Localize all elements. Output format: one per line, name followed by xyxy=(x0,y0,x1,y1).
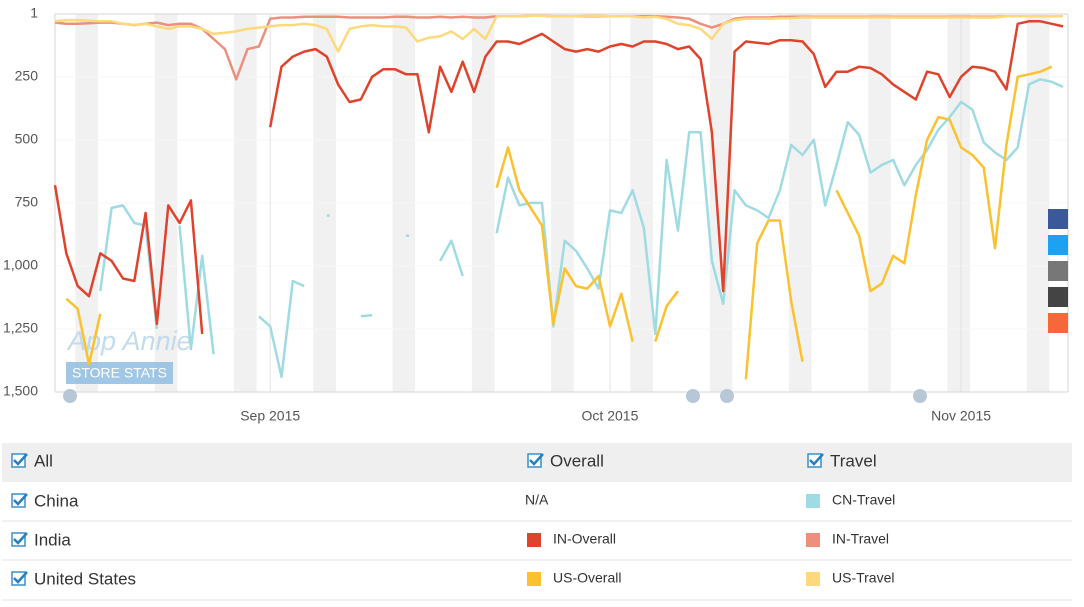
legend-label[interactable]: US-Travel xyxy=(832,570,895,586)
series-line xyxy=(99,78,1064,379)
checkbox-check[interactable] xyxy=(13,453,28,466)
watermark-badge xyxy=(66,362,173,384)
checkbox-box[interactable] xyxy=(11,453,26,468)
column-header: Travel xyxy=(830,451,877,470)
checkbox-check[interactable] xyxy=(13,493,28,506)
checkbox[interactable] xyxy=(11,493,28,508)
checkbox-box[interactable] xyxy=(11,493,26,508)
comment-icon[interactable] xyxy=(720,389,734,403)
checkbox[interactable] xyxy=(11,571,28,586)
legend-swatch[interactable] xyxy=(527,572,541,586)
checkbox-box[interactable] xyxy=(807,453,822,468)
share-icons xyxy=(1048,209,1068,333)
series-line xyxy=(65,65,1053,380)
checkbox-box[interactable] xyxy=(527,453,542,468)
checkbox[interactable] xyxy=(807,453,824,468)
checkbox-box[interactable] xyxy=(11,532,26,547)
checkbox-check[interactable] xyxy=(13,571,28,584)
row-label: China xyxy=(34,491,79,510)
checkbox-check[interactable] xyxy=(529,453,544,466)
y-tick-label: 1,250 xyxy=(3,320,38,336)
checkbox-check[interactable] xyxy=(13,532,28,545)
y-tick-label: 1,000 xyxy=(3,257,38,273)
legend-label[interactable]: IN-Overall xyxy=(553,531,616,547)
x-tick-label: Nov 2015 xyxy=(931,408,991,424)
checkbox-box[interactable] xyxy=(11,571,26,586)
comment-icon[interactable] xyxy=(63,389,77,403)
share-more[interactable] xyxy=(1048,313,1068,333)
legend-swatch[interactable] xyxy=(806,533,820,547)
checkbox-check[interactable] xyxy=(809,453,824,466)
series-line xyxy=(53,20,1064,335)
comment-icons xyxy=(63,389,927,403)
legend-swatch[interactable] xyxy=(527,533,541,547)
legend-label[interactable]: IN-Travel xyxy=(832,531,889,547)
watermark-badge-text: STORE STATS xyxy=(72,365,167,381)
x-tick-label: Sep 2015 xyxy=(240,408,300,424)
legend-label[interactable]: CN-Travel xyxy=(832,492,895,508)
comment-icon[interactable] xyxy=(686,389,700,403)
checkbox[interactable] xyxy=(11,453,28,468)
y-tick-label: 1 xyxy=(30,5,38,21)
y-tick-label: 500 xyxy=(15,131,39,147)
y-tick-label: 1,500 xyxy=(3,383,38,399)
row-label: India xyxy=(34,530,71,549)
column-header: All xyxy=(34,451,53,470)
column-header: Overall xyxy=(550,451,604,470)
checkbox[interactable] xyxy=(11,532,28,547)
comment-icon[interactable] xyxy=(913,389,927,403)
legend-label[interactable]: US-Overall xyxy=(553,570,621,586)
row-label: United States xyxy=(34,569,136,588)
legend-swatch[interactable] xyxy=(806,494,820,508)
series-line xyxy=(54,14,1063,53)
not-available: N/A xyxy=(525,492,549,508)
legend-swatch[interactable] xyxy=(806,572,820,586)
y-tick-label: 750 xyxy=(15,194,39,210)
share-twitter[interactable] xyxy=(1048,235,1068,255)
y-tick-label: 250 xyxy=(15,67,39,83)
checkbox[interactable] xyxy=(527,453,544,468)
x-tick-label: Oct 2015 xyxy=(582,408,639,424)
share-gmail[interactable] xyxy=(1048,287,1068,307)
share-facebook[interactable] xyxy=(1048,209,1068,229)
share-email[interactable] xyxy=(1048,261,1068,281)
